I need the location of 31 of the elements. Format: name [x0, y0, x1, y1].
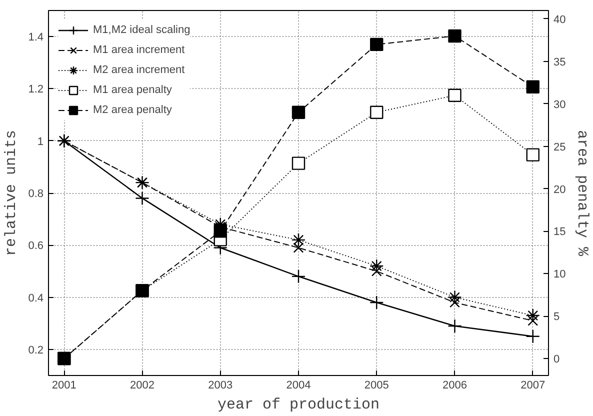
- x-tick-label: 2003: [208, 380, 233, 392]
- y2-tick-label: 0: [554, 354, 560, 366]
- y2-tick-label: 35: [554, 56, 566, 68]
- y2-tick-label: 20: [554, 184, 566, 196]
- x-tick-label: 2006: [442, 380, 467, 392]
- y-tick-label: 1.4: [28, 32, 44, 44]
- y-tick-label: 0.6: [28, 240, 44, 252]
- y-tick-label: 0.8: [28, 188, 44, 200]
- legend-label: M2 area penalty: [93, 104, 172, 116]
- x-tick-label: 2001: [52, 380, 76, 392]
- x-axis-title: year of production: [217, 396, 380, 414]
- y2-tick-label: 15: [554, 226, 566, 238]
- y2-tick-label: 25: [554, 141, 566, 154]
- y-tick-label: 0.4: [28, 292, 44, 304]
- y-tick-label: 1.2: [28, 84, 44, 96]
- legend-label: M2 area increment: [93, 64, 185, 76]
- legend-label: M1 area penalty: [93, 84, 172, 96]
- y-axis-title: relative units: [3, 130, 20, 256]
- x-tick-label: 2002: [130, 380, 154, 392]
- y-tick-label: 0.2: [28, 344, 44, 356]
- y2-tick-label: 5: [554, 311, 560, 324]
- x-tick-label: 2007: [520, 380, 546, 392]
- y2-tick-label: 30: [554, 98, 566, 111]
- y-tick-label: 1: [37, 136, 44, 148]
- x-tick-label: 2005: [364, 380, 389, 392]
- y2-tick-label: 10: [554, 268, 566, 281]
- y2-axis-title: area penalty %: [574, 130, 591, 258]
- legend-label: M1,M2 ideal scaling: [93, 24, 190, 36]
- x-tick-label: 2004: [286, 380, 311, 392]
- y2-tick-label: 40: [554, 14, 566, 26]
- legend-label: M1 area increment: [93, 44, 185, 56]
